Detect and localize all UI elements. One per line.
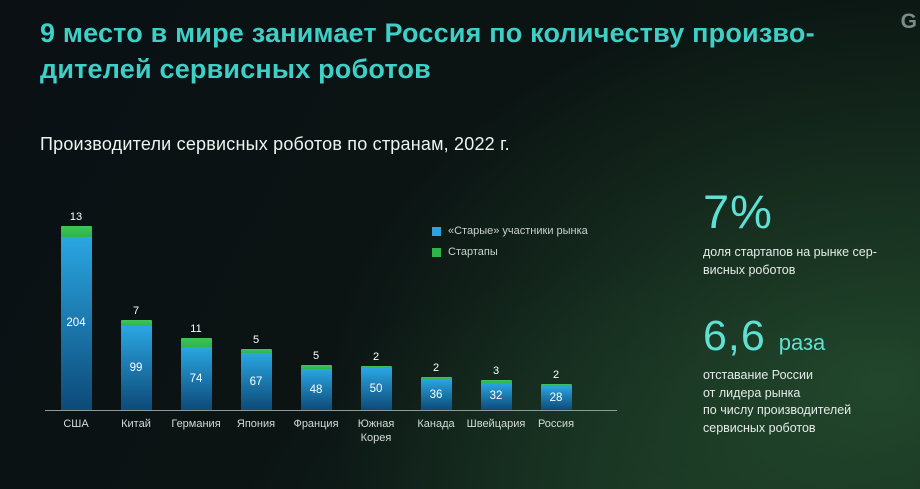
incumbent-value-label: 48 <box>309 383 323 396</box>
x-axis-labels: США Китай Германия Япония Франция Южная Корея… <box>46 411 586 446</box>
startup-value-label: 5 <box>252 333 260 346</box>
stat-startup-share-value: 7% <box>703 185 773 238</box>
bar-group-7: 3 32 <box>466 365 526 410</box>
startup-value-label: 3 <box>492 365 500 378</box>
bar-group-1: 7 99 <box>106 305 166 410</box>
startup-value-label: 5 <box>312 349 320 362</box>
stat-startup-share: 7% доля стартапов на рынке сер- висных р… <box>703 188 908 279</box>
incumbent-segment: 48 <box>300 369 332 410</box>
incumbent-segment: 67 <box>240 353 272 410</box>
legend-label: «Старые» участники рынка <box>448 225 588 237</box>
x-axis-label-0: США <box>63 418 89 430</box>
bar-group-4: 5 48 <box>286 350 346 410</box>
legend-swatch-icon <box>432 247 441 257</box>
bar-group-6: 2 36 <box>406 362 466 410</box>
legend-label: Стартапы <box>448 246 498 258</box>
incumbent-value-label: 99 <box>129 361 143 374</box>
incumbent-segment: 32 <box>480 382 512 410</box>
startup-segment <box>480 380 512 383</box>
x-axis-label-6: Канада <box>417 418 455 430</box>
startup-segment <box>180 337 212 348</box>
x-axis-line <box>45 410 617 411</box>
chart-title: Производители сервисных роботов по стран… <box>40 134 510 154</box>
page-title-line-1: 9 место в мире занимает Россия по количе… <box>40 18 815 48</box>
x-axis-label-1: Китай <box>121 418 151 430</box>
brand-logo-text: G <box>900 10 918 33</box>
legend-item-0: «Старые» участники рынка <box>432 225 588 237</box>
incumbent-segment: 74 <box>180 347 212 410</box>
chart-plot-area: 13 204 7 99 11 74 5 67 5 48 2 50 2 36 3 32 2 28 <box>46 185 586 410</box>
startup-segment <box>540 384 572 387</box>
stat-startup-share-label: доля стартапов на рынке сер- висных робо… <box>703 245 877 277</box>
startup-segment <box>60 225 92 237</box>
bar-group-0: 13 204 <box>46 211 106 410</box>
stat-gap-to-leader-value: 6,6 раза <box>703 315 908 358</box>
incumbent-segment: 204 <box>60 236 92 410</box>
incumbent-value-label: 67 <box>249 375 263 388</box>
incumbent-value-label: 36 <box>429 388 443 401</box>
x-axis-label-5: Южная Корея <box>357 418 395 444</box>
stats-panel: 7% доля стартапов на рынке сер- висных р… <box>703 188 908 437</box>
startup-value-label: 2 <box>432 362 440 375</box>
startup-segment <box>120 319 152 326</box>
x-axis-label-4: Франция <box>293 418 339 430</box>
stat-gap-number: 6,6 <box>703 312 766 360</box>
stat-gap-to-leader: 6,6 раза отставание России от лидера рын… <box>703 315 908 437</box>
x-axis-label-3: Япония <box>236 418 276 430</box>
incumbent-value-label: 204 <box>66 317 86 330</box>
startup-value-label: 2 <box>372 350 380 363</box>
x-axis-label-7: Швейцария <box>466 418 526 430</box>
startup-segment <box>360 365 392 368</box>
startup-segment <box>300 364 332 370</box>
page-title-line-2: дителей сервисных роботов <box>40 53 431 84</box>
stat-gap-to-leader-label: отставание России от лидера рынка по чис… <box>703 368 852 435</box>
incumbent-value-label: 32 <box>489 390 503 403</box>
bar-group-5: 2 50 <box>346 350 406 410</box>
startup-value-label: 11 <box>190 322 202 335</box>
startup-value-label: 7 <box>132 304 140 317</box>
bar-chart: «Старые» участники рынка Стартапы 13 204 7 9… <box>40 185 640 460</box>
legend-item-1: Стартапы <box>432 246 588 258</box>
incumbent-value-label: 74 <box>189 372 203 385</box>
page-title: 9 место в мире занимает Россия по количе… <box>40 16 900 87</box>
bar-group-8: 2 28 <box>526 369 586 410</box>
incumbent-value-label: 28 <box>549 392 563 405</box>
stat-gap-unit: раза <box>778 330 826 355</box>
chart-legend: «Старые» участники рынка Стартапы <box>432 225 588 267</box>
brand-logo: G <box>901 10 918 34</box>
incumbent-segment: 36 <box>420 379 452 410</box>
startup-segment <box>420 377 452 380</box>
incumbent-value-label: 50 <box>369 382 383 395</box>
incumbent-segment: 99 <box>120 325 152 410</box>
legend-swatch-icon <box>432 226 441 236</box>
startup-value-label: 13 <box>69 210 83 223</box>
startup-value-label: 2 <box>552 369 560 382</box>
x-axis-label-2: Германия <box>171 418 221 430</box>
bar-group-2: 11 74 <box>166 323 226 410</box>
incumbent-segment: 50 <box>360 367 392 410</box>
x-axis-label-8: Россия <box>537 418 575 430</box>
startup-segment <box>240 348 272 354</box>
incumbent-segment: 28 <box>540 386 572 410</box>
bar-group-3: 5 67 <box>226 334 286 410</box>
